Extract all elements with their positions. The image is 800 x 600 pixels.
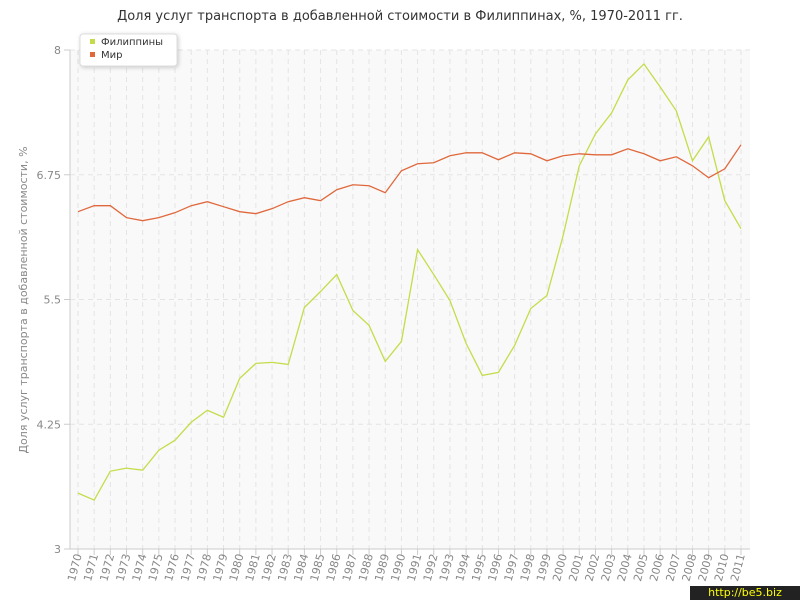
y-tick-label: 4.25 [37,418,62,431]
series-line [77,144,742,222]
y-tick-label: 3 [54,543,61,556]
series-line [77,62,742,501]
legend-box [79,33,178,67]
watermark-bg [690,586,800,600]
legend-label: Филиппины [101,37,163,48]
chart-title: Доля услуг транспорта в добавленной стои… [117,9,683,24]
legend: Филиппины Мир [79,33,178,67]
lines [77,62,742,501]
y-tick-label: 5.5 [44,294,62,307]
plot-area [70,50,750,549]
watermark: http://be5.biz [708,586,782,599]
y-axis-label: Доля услуг транспорта в добавленной стои… [17,146,30,453]
y-tick-label: 8 [54,44,61,57]
legend-swatch [90,52,95,57]
y-tick-label: 6.75 [37,169,62,182]
legend-swatch [90,39,95,44]
legend-label: Мир [101,50,122,61]
